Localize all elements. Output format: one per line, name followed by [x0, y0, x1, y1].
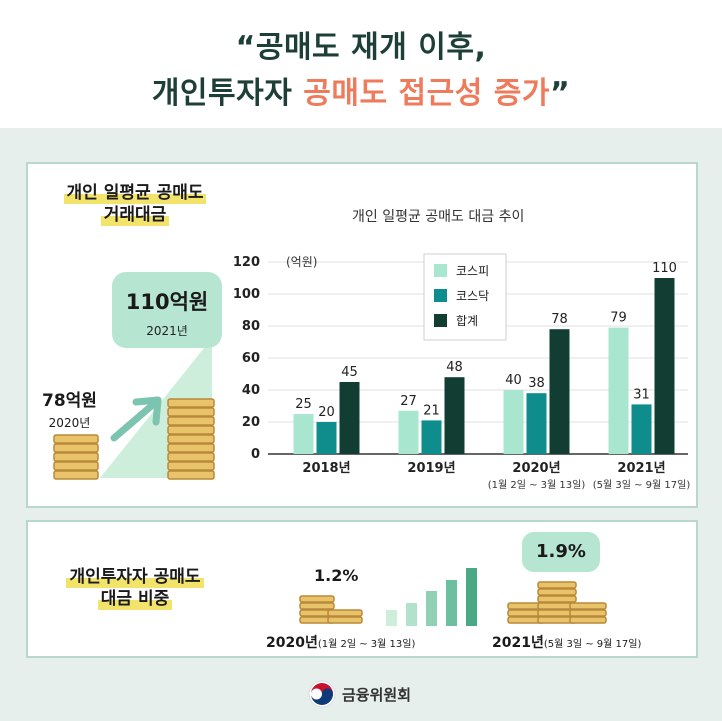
y-tick-label: 100 — [233, 287, 260, 302]
bar-합계-2018년 — [339, 382, 360, 454]
amount-badge-2021: 110억원 2021년 — [112, 272, 222, 348]
bar-value-label: 40 — [505, 373, 522, 388]
period-2021-year: 2021년 — [492, 635, 544, 651]
amount-badge-2021-year: 2021년 — [146, 324, 188, 338]
amount-label-2020-year: 2020년 — [48, 416, 91, 430]
x-tick-label: 2018년 — [302, 461, 350, 476]
header: “공매도 재개 이후, 개인투자자 공매도 접근성 증가” — [0, 0, 722, 128]
y-tick-label: 0 — [251, 447, 260, 462]
rising-bars-icon — [386, 568, 477, 626]
coin-stack-2020-icon — [299, 595, 363, 624]
legend-swatch — [434, 289, 447, 302]
bar-코스피-2020년 — [503, 390, 524, 454]
bar-chart: 0 20 40 60 80 100 120 (억원) 25 20 45 2018년 27 21 48 2019… — [233, 253, 691, 491]
legend-label: 코스닥 — [456, 289, 489, 303]
bar-value-label: 38 — [528, 376, 545, 391]
bar-코스닥-2019년 — [421, 420, 442, 454]
section-label-share-line1: 개인투자자 공매도 — [66, 566, 204, 588]
y-tick-label: 80 — [242, 319, 260, 334]
section-label-share: 개인투자자 공매도 대금 비중 — [40, 566, 230, 610]
amount-label-2020-value: 78억원 — [42, 391, 97, 411]
y-tick-label: 60 — [242, 351, 260, 366]
share-2021-value: 1.9% — [536, 541, 586, 562]
growth-illustration — [53, 338, 215, 480]
title-line-2: 개인투자자 공매도 접근성 증가” — [0, 68, 722, 112]
footer-organization-name: 금융위원회 — [342, 686, 412, 704]
bar-value-label: 79 — [610, 311, 627, 326]
bar-value-label: 45 — [341, 365, 358, 380]
x-tick-label: 2020년 — [512, 461, 560, 476]
period-2021-range: (5월 3일 ~ 9월 17일) — [543, 639, 642, 650]
bar-value-label: 110 — [652, 261, 677, 276]
x-tick-sublabel: (5월 3일 ~ 9월 17일) — [593, 479, 691, 491]
title-line-1: “공매도 재개 이후, — [235, 30, 487, 65]
period-2020-year: 2020년 — [266, 635, 318, 651]
legend-label: 합계 — [456, 314, 478, 328]
bar-코스닥-2020년 — [526, 393, 547, 454]
section-label-daily-average-line2: 거래대금 — [100, 204, 170, 226]
growth-arrow-icon — [110, 396, 162, 442]
x-tick-sublabel: (1월 2일 ~ 3월 13일) — [488, 479, 586, 491]
bar-value-label: 78 — [551, 312, 568, 327]
legend-label: 코스피 — [456, 264, 489, 278]
bar-value-label: 20 — [318, 405, 335, 420]
title-line-2-highlight: 공매도 접근성 증가 — [303, 76, 550, 111]
coin-stack-2021-icon — [507, 581, 607, 624]
y-tick-label: 40 — [242, 383, 260, 398]
bar-value-label: 27 — [400, 394, 417, 409]
bar-코스닥-2018년 — [316, 422, 337, 454]
period-2021: 2021년(5월 3일 ~ 9월 17일) — [492, 632, 641, 652]
bar-value-label: 48 — [446, 360, 463, 375]
x-tick-label: 2021년 — [617, 461, 665, 476]
bar-코스닥-2021년 — [631, 404, 652, 454]
bar-코스피-2018년 — [293, 414, 314, 454]
bar-value-label: 31 — [633, 387, 650, 402]
coin-stack-small-icon — [53, 434, 99, 480]
section-label-daily-average: 개인 일평균 공매도 거래대금 — [40, 182, 230, 226]
amount-badge-2021-value: 110억원 — [125, 290, 209, 314]
government-emblem-icon — [308, 680, 336, 708]
bar-코스피-2019년 — [398, 410, 419, 454]
bar-합계-2020년 — [549, 329, 570, 454]
y-tick-label: 120 — [233, 255, 260, 270]
share-2021-badge: 1.9% — [522, 532, 600, 572]
bar-value-label: 25 — [295, 397, 312, 412]
period-2020-range: (1월 2일 ~ 3월 13일) — [317, 639, 416, 650]
section-label-share-line2: 대금 비중 — [97, 588, 173, 610]
bar-코스피-2021년 — [608, 327, 629, 454]
y-tick-label: 20 — [242, 415, 260, 430]
chart-title: 개인 일평균 공매도 대금 추이 — [352, 209, 525, 225]
amount-label-2020: 78억원 2020년 — [42, 386, 97, 431]
section-label-daily-average-line1: 개인 일평균 공매도 — [63, 182, 207, 204]
legend-swatch — [434, 314, 447, 327]
share-2020-value: 1.2% — [314, 566, 359, 585]
title-line-2-plain: 개인투자자 — [151, 76, 304, 111]
bar-합계-2021년 — [654, 278, 675, 454]
share-illustration — [299, 568, 607, 626]
x-tick-label: 2019년 — [407, 461, 455, 476]
title-line-2-close: ” — [549, 76, 571, 111]
legend-swatch — [434, 264, 447, 277]
period-2020: 2020년(1월 2일 ~ 3월 13일) — [266, 632, 415, 652]
bar-합계-2019년 — [444, 377, 465, 454]
bar-value-label: 21 — [423, 403, 440, 418]
y-axis-label: (억원) — [286, 255, 317, 269]
coin-stack-large-icon — [167, 398, 215, 480]
